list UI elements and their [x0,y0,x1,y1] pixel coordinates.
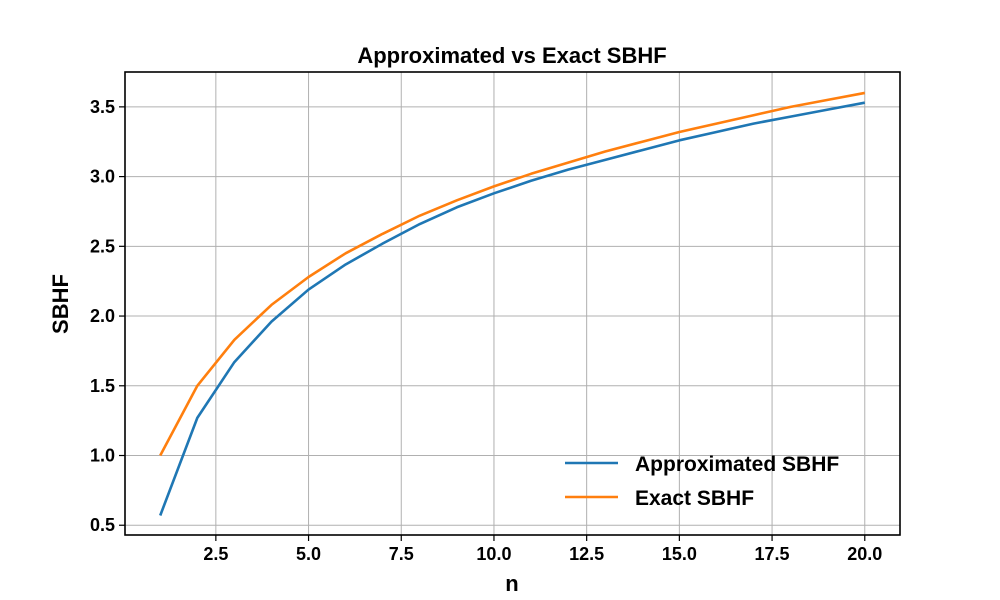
series-line-exact [159,91,866,457]
plot-frame [124,71,901,536]
legend: Approximated SBHF Exact SBHF [565,453,839,510]
y-tick-label: 3.0 [90,167,115,187]
series-line-approximated [159,101,866,516]
chart-title: Approximated vs Exact SBHF [357,43,666,68]
y-axis-ticks: 0.5 1.0 1.5 2.0 2.5 3.0 3.5 [90,97,125,535]
y-axis-title: SBHF [48,274,73,334]
y-tick-label: 2.5 [90,236,115,256]
y-tick-label: 1.5 [90,376,115,396]
x-tick-label: 12.5 [569,544,604,564]
x-tick-label: 10.0 [476,544,511,564]
legend-label-exact: Exact SBHF [635,487,754,510]
x-tick-label: 5.0 [296,544,321,564]
x-tick-label: 7.5 [389,544,414,564]
y-tick-label: 1.0 [90,446,115,466]
x-tick-label: 17.5 [755,544,790,564]
series-lines [159,91,866,516]
x-axis-ticks: 2.5 5.0 7.5 10.0 12.5 15.0 17.5 20.0 [203,535,882,564]
y-tick-label: 2.0 [90,306,115,326]
grid-lines [125,72,900,535]
x-axis-title: n [505,571,518,596]
x-tick-label: 2.5 [203,544,228,564]
y-tick-label: 0.5 [90,515,115,535]
legend-label-approximated: Approximated SBHF [635,453,839,476]
x-tick-label: 20.0 [847,544,882,564]
y-tick-label: 3.5 [90,97,115,117]
x-tick-label: 15.0 [662,544,697,564]
